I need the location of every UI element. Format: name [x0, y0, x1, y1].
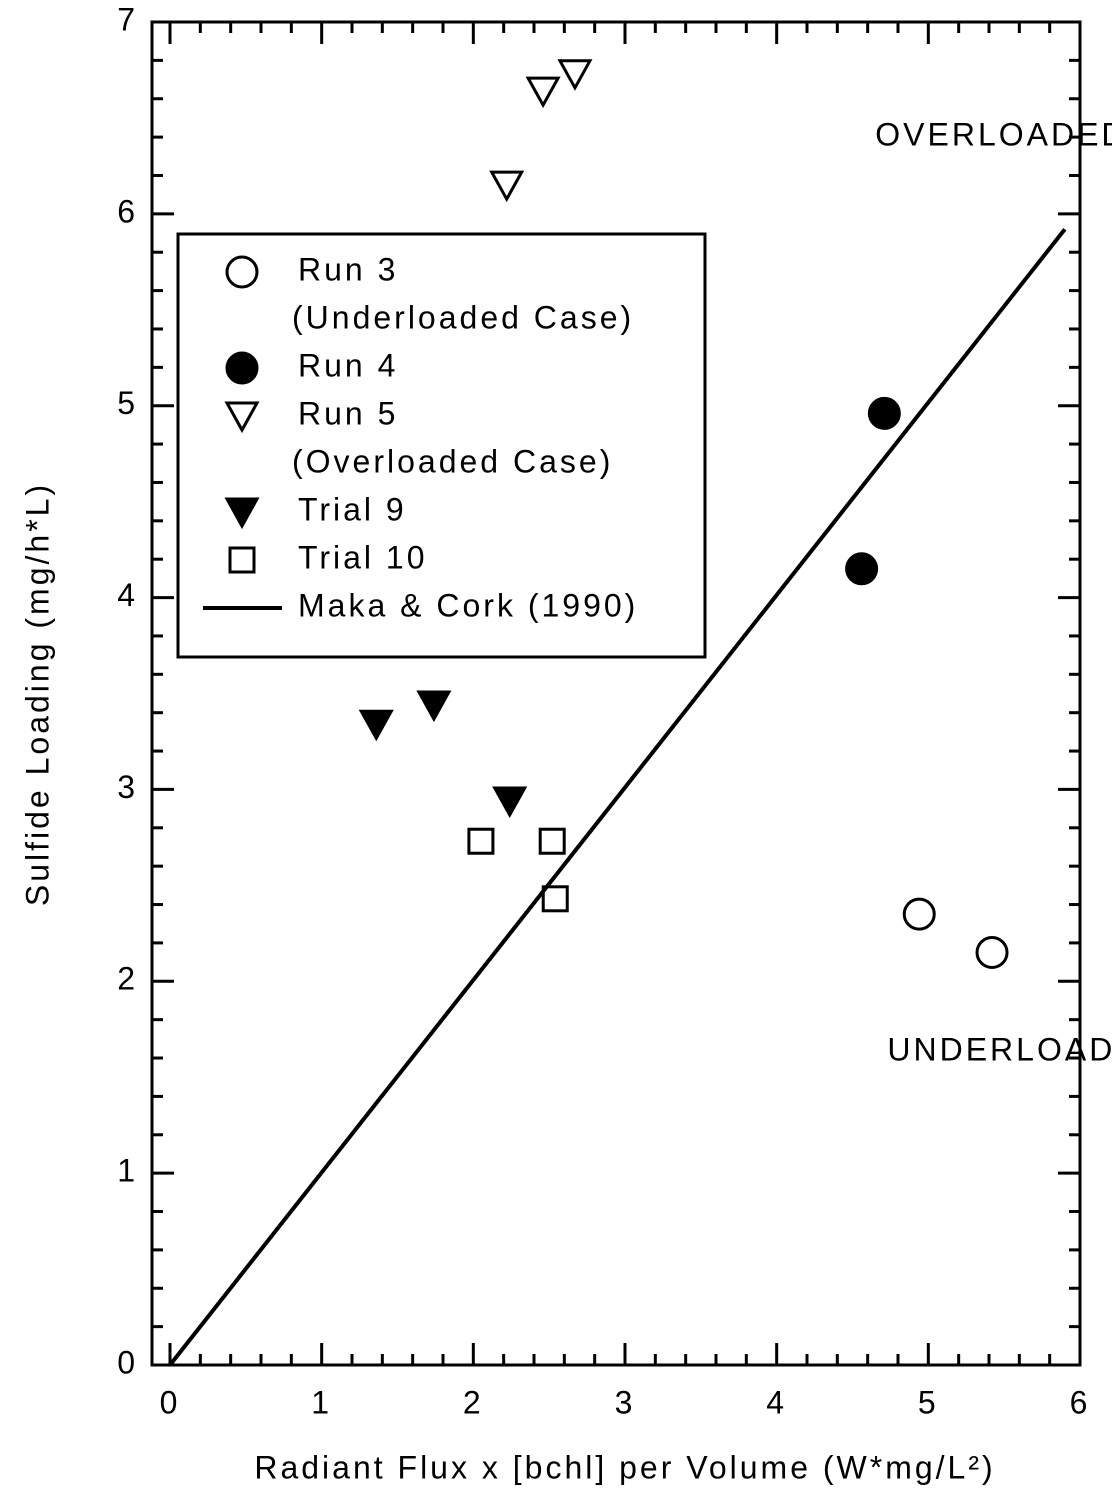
legend-label: Run 4	[298, 347, 398, 383]
point	[538, 827, 566, 855]
y-tick-label: 6	[117, 193, 138, 229]
point	[902, 897, 936, 931]
legend-marker	[225, 255, 259, 289]
x-axis-label: Radiant Flux x [bchl] per Volume (W*mg/L…	[254, 1449, 995, 1485]
point	[358, 709, 394, 742]
legend-label: Run 3	[298, 251, 398, 287]
legend-label: Run 5	[298, 395, 398, 431]
y-tick-label: 3	[117, 769, 138, 805]
x-tick-label: 2	[463, 1384, 484, 1420]
annotation: OVERLOADED	[875, 117, 1112, 153]
point	[557, 59, 593, 91]
x-tick-label: 4	[766, 1384, 787, 1420]
x-tick-label: 1	[311, 1384, 332, 1420]
legend-label: Maka & Cork (1990)	[298, 587, 638, 623]
y-tick-label: 5	[117, 385, 138, 421]
point	[525, 76, 561, 109]
legend-marker	[228, 546, 256, 574]
y-tick-label: 4	[117, 577, 138, 613]
legend-marker	[224, 401, 260, 434]
point	[541, 885, 569, 913]
x-tick-label: 3	[615, 1384, 636, 1420]
legend-box	[176, 232, 707, 659]
point	[492, 786, 528, 819]
point	[845, 552, 879, 586]
plot-frame	[150, 20, 1082, 1367]
point	[867, 396, 901, 430]
y-tick-label: 2	[117, 961, 138, 997]
y-tick-label: 7	[117, 1, 138, 37]
y-tick-label: 1	[117, 1153, 138, 1189]
legend-marker	[224, 497, 260, 530]
x-tick-label: 6	[1070, 1384, 1091, 1420]
annotation: UNDERLOADED	[887, 1032, 1112, 1068]
y-tick-label: 0	[117, 1344, 138, 1380]
point	[975, 936, 1009, 970]
point	[467, 827, 495, 855]
legend-note: (Overloaded Case)	[292, 443, 613, 479]
legend-label: Trial 10	[298, 539, 428, 575]
fit-line	[168, 227, 1067, 1367]
legend-label: Trial 9	[298, 491, 407, 527]
x-tick-label: 0	[160, 1384, 181, 1420]
y-axis-label: Sulfide Loading (mg/h*L)	[19, 482, 55, 906]
legend-note: (Underloaded Case)	[292, 299, 634, 335]
legend-marker	[225, 351, 259, 385]
point	[489, 170, 525, 203]
x-tick-label: 5	[918, 1384, 939, 1420]
point	[416, 690, 452, 723]
